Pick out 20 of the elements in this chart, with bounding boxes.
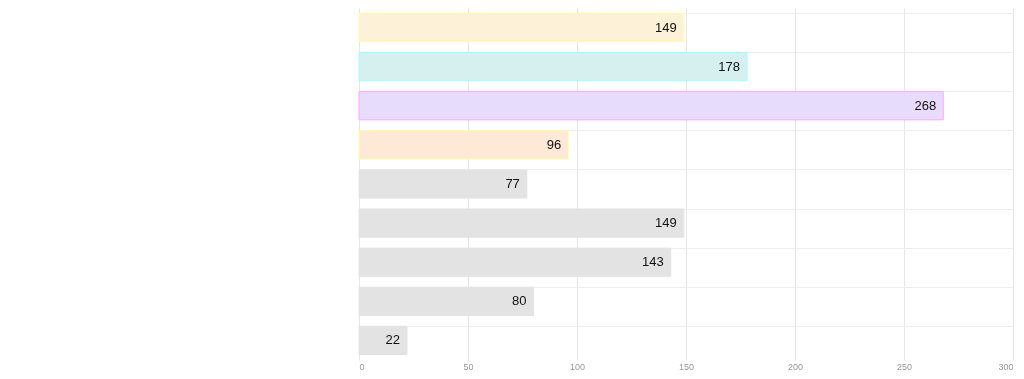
x-tick-label: 300 — [998, 361, 1014, 372]
data-label: 143 — [642, 254, 664, 270]
x-tick-label: 200 — [787, 361, 804, 372]
x-tick-label: 0 — [359, 361, 365, 372]
data-label: 268 — [914, 97, 937, 113]
data-label: 80 — [511, 293, 527, 309]
data-label: 22 — [385, 332, 400, 348]
x-tick-label: 150 — [678, 361, 695, 372]
data-label: 77 — [505, 176, 520, 191]
data-label: 178 — [718, 58, 741, 74]
x-tick-label: 250 — [896, 361, 913, 372]
x-tick-label: 100 — [569, 361, 586, 372]
data-label: 149 — [655, 215, 677, 231]
data-label: 149 — [655, 19, 677, 35]
data-label: 96 — [546, 136, 562, 152]
bar — [358, 91, 944, 121]
x-tick-label: 50 — [463, 361, 474, 372]
bar — [358, 130, 569, 160]
bar — [358, 52, 748, 82]
bar — [358, 12, 685, 43]
